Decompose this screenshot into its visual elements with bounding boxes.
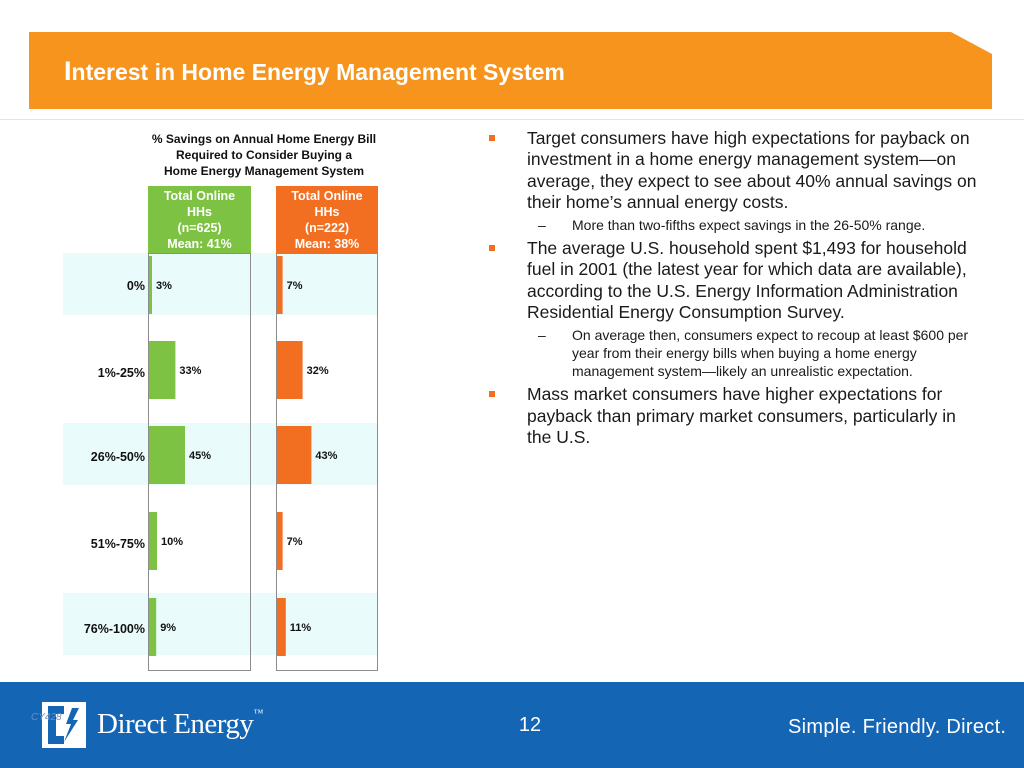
series-header-line: (n=625) — [177, 221, 222, 235]
bar-orange-4 — [277, 598, 286, 656]
header-divider — [0, 119, 1024, 120]
chart-title-line: % Savings on Annual Home Energy Bill — [151, 132, 377, 146]
sub-bullet-text: More than two-fifths expect savings in t… — [572, 217, 926, 234]
chart-title-line: Home Energy Management System — [163, 164, 365, 178]
bullet-list: Target consumers have high expectations … — [488, 128, 983, 451]
bar-value-label: 10% — [161, 536, 183, 548]
slide-title: Interest in Home Energy Management Syste… — [64, 56, 565, 87]
bar-orange-3 — [277, 512, 283, 570]
bar-green-2 — [149, 426, 185, 484]
title-text: nterest in Home Energy Management System — [71, 59, 565, 85]
brand-name: Direct Energy™ — [97, 708, 263, 741]
bullet-item: Target consumers have high expectations … — [488, 128, 983, 213]
dash-icon: – — [538, 217, 546, 234]
series-header-green: Total Online HHs (n=625) Mean: 41% — [148, 186, 251, 253]
bar-value-label: 32% — [307, 365, 329, 377]
tagline: Simple. Friendly. Direct. — [788, 716, 1007, 738]
direct-energy-logo-icon — [42, 702, 86, 748]
bullet-text: Target consumers have high expectations … — [527, 128, 977, 212]
row-band — [63, 593, 378, 655]
series-header-line: (n=222) — [304, 221, 350, 235]
slide-code: CY428 — [31, 712, 62, 723]
bar-green-0 — [149, 256, 152, 314]
series-frame-green — [148, 253, 251, 671]
bar-green-1 — [149, 341, 176, 399]
series-header-line: HHs — [186, 205, 212, 219]
row-band — [63, 423, 378, 485]
series-header-line: HHs — [314, 205, 340, 219]
brand-text: Direct Energy — [97, 708, 254, 740]
series-frame-orange — [276, 253, 378, 671]
series-header-line: Mean: 41% — [167, 237, 232, 251]
bullet-square-icon — [489, 245, 495, 252]
series-header-line: Total Online — [163, 189, 236, 203]
sub-bullet-item: – On average then, consumers expect to re… — [488, 326, 983, 380]
bullet-square-icon — [489, 391, 495, 398]
bar-orange-1 — [277, 341, 303, 399]
bullet-square-icon — [489, 135, 495, 141]
series-header-line: Total Online — [291, 189, 363, 203]
sub-bullet-item: – More than two-fifths expect savings in … — [488, 216, 983, 234]
bar-value-label: 9% — [160, 622, 176, 634]
title-initial: I — [64, 56, 72, 86]
bullet-text: Mass market consumers have higher expect… — [527, 384, 956, 447]
bar-green-3 — [149, 512, 157, 570]
category-label: 51%-75% — [90, 537, 145, 551]
category-label: 76%-100% — [83, 622, 145, 636]
bar-value-label: 43% — [315, 450, 337, 462]
bar-orange-2 — [277, 426, 312, 484]
sub-bullet-text: On average then, consumers expect to rec… — [572, 327, 969, 380]
bar-orange-0 — [277, 256, 283, 314]
chart-title-line: Required to Consider Buying a — [175, 148, 352, 162]
bullet-text: The average U.S. household spent $1,493 … — [527, 238, 967, 323]
bar-green-4 — [149, 598, 157, 656]
series-header-orange: Total Online HHs (n=222) Mean: 38% — [276, 186, 378, 253]
dash-icon: – — [538, 327, 546, 344]
bar-value-label: 7% — [287, 280, 303, 292]
bar-value-label: 3% — [156, 280, 172, 292]
bullet-item: Mass market consumers have higher expect… — [488, 384, 983, 448]
page-number: 12 — [518, 714, 542, 736]
category-label: 0% — [126, 279, 145, 293]
bar-value-label: 11% — [290, 622, 312, 634]
bullet-item: The average U.S. household spent $1,493 … — [488, 238, 983, 323]
bar-value-label: 7% — [287, 536, 303, 548]
title-banner — [29, 32, 992, 109]
trademark-symbol: ™ — [253, 708, 263, 719]
series-header-line: Mean: 38% — [294, 237, 360, 251]
row-band — [63, 253, 378, 315]
chart-title: % Savings on Annual Home Energy Bill Req… — [114, 131, 414, 179]
footer-bar — [0, 682, 1024, 768]
category-label: 26%-50% — [90, 450, 145, 464]
category-label: 1%-25% — [97, 366, 145, 380]
bar-value-label: 33% — [179, 365, 201, 377]
bar-value-label: 45% — [189, 450, 211, 462]
